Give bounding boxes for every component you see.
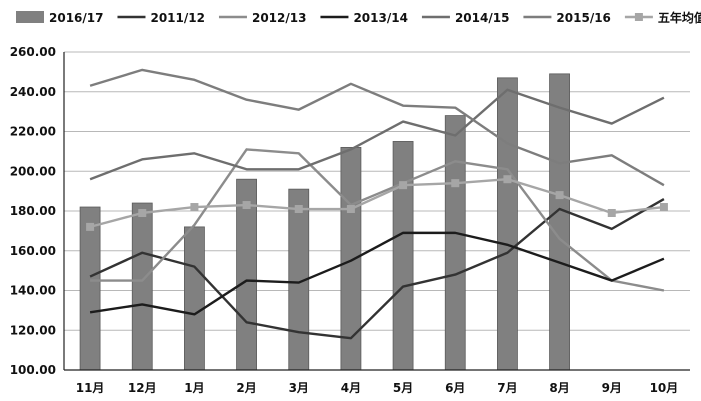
x-tick-label: 10月: [650, 381, 679, 395]
legend-marker: [634, 13, 643, 21]
x-tick-label: 8月: [549, 381, 569, 395]
bar: [79, 206, 101, 371]
legend-item: 2016/17: [16, 11, 103, 25]
series-line: [89, 231, 665, 316]
legend: 2016/17 2011/12 2012/13 2013/14 2014/15 2015/…: [16, 10, 701, 25]
data-point: [555, 191, 564, 200]
legend-label: 2014/15: [455, 11, 509, 25]
series-line: [89, 177, 665, 229]
x-tick-label: 9月: [602, 381, 622, 395]
line-series: [86, 68, 668, 340]
legend-item: 2013/14: [320, 11, 408, 25]
y-tick-label: 200.00: [10, 164, 56, 178]
legend-item: 2014/15: [421, 11, 509, 25]
legend-item: 五年均值: [624, 10, 701, 25]
y-tick-label: 140.00: [10, 284, 56, 298]
data-point: [294, 205, 303, 214]
x-axis: 11月 12月 1月 2月 3月 4月 5月 6月 7月 8月 9月 10月: [64, 369, 690, 395]
legend-label: 五年均值: [658, 10, 701, 25]
x-tick-label: 11月: [76, 381, 105, 395]
y-axis: 100.00 120.00 140.00 160.00 180.00 200.00 220.…: [10, 45, 65, 377]
series-line: [89, 88, 665, 181]
x-tick-label: 5月: [393, 381, 413, 395]
series-line: [90, 148, 665, 292]
x-tick-label: 12月: [128, 381, 157, 395]
y-tick-label: 160.00: [10, 244, 56, 258]
bar: [497, 77, 518, 371]
y-tick-label: 100.00: [10, 363, 56, 377]
legend-item: 2015/16: [523, 11, 611, 25]
y-tick-label: 180.00: [10, 204, 56, 218]
y-tick-label: 260.00: [10, 45, 56, 59]
bar: [549, 73, 570, 371]
x-tick-label: 6月: [445, 381, 465, 395]
legend-label: 2013/14: [353, 11, 407, 25]
x-tick-label: 7月: [497, 381, 517, 395]
data-point: [138, 208, 147, 217]
x-tick-label: 4月: [341, 381, 361, 395]
y-tick-label: 240.00: [10, 85, 56, 99]
series-line: [89, 198, 665, 340]
data-point: [346, 205, 355, 214]
data-point: [399, 181, 408, 190]
x-tick-label: 1月: [184, 381, 204, 395]
bar: [131, 202, 153, 371]
bar: [184, 226, 205, 371]
data-point: [659, 203, 668, 212]
data-point: [607, 208, 616, 217]
legend-label: 2012/13: [252, 11, 306, 25]
data-point: [503, 175, 512, 184]
data-point: [86, 222, 95, 231]
legend-item: 2011/12: [117, 11, 205, 25]
y-tick-label: 120.00: [10, 323, 56, 337]
y-tick-label: 220.00: [10, 125, 56, 139]
series-line: [89, 68, 665, 187]
legend-label: 2016/17: [49, 11, 103, 25]
data-point: [242, 201, 251, 210]
legend-label: 2015/16: [556, 11, 610, 25]
legend-swatch: [16, 11, 44, 23]
legend-item: 2012/13: [218, 11, 306, 25]
bar: [444, 115, 466, 371]
data-point: [451, 179, 460, 188]
data-point: [190, 203, 199, 212]
x-tick-label: 3月: [289, 381, 309, 395]
x-tick-label: 2月: [236, 381, 256, 395]
bar-series: [79, 73, 570, 371]
bar: [392, 141, 414, 371]
legend-label: 2011/12: [150, 11, 204, 25]
